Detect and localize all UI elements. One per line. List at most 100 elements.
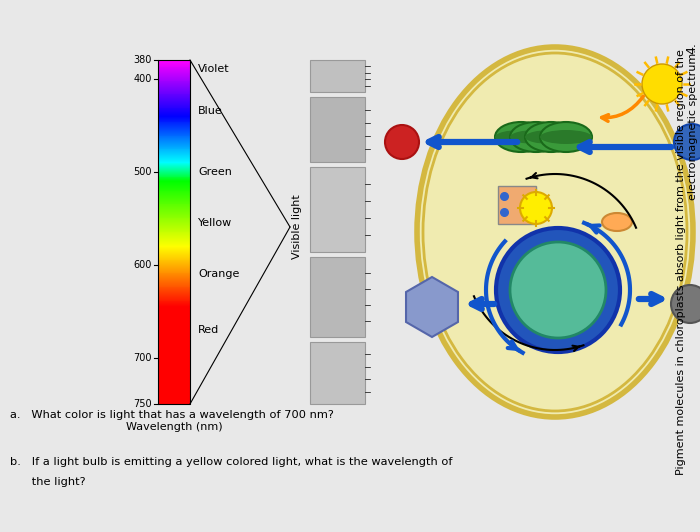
Bar — [158, 369, 190, 370]
Bar — [158, 394, 190, 395]
Bar — [158, 300, 190, 301]
Text: 4.: 4. — [685, 42, 698, 54]
Text: Yellow: Yellow — [198, 218, 232, 228]
Bar — [158, 327, 190, 328]
Bar — [158, 210, 190, 211]
Bar — [158, 250, 190, 251]
Bar — [158, 61, 190, 62]
Bar — [158, 292, 190, 293]
Bar — [158, 195, 190, 196]
Bar — [158, 367, 190, 368]
Bar — [158, 311, 190, 312]
Bar — [158, 244, 190, 245]
Bar — [158, 111, 190, 112]
Bar — [158, 217, 190, 218]
Bar — [158, 163, 190, 164]
Text: Visible light: Visible light — [292, 195, 302, 260]
Bar — [158, 159, 190, 160]
Bar — [158, 223, 190, 224]
Bar — [158, 308, 190, 309]
Bar — [158, 157, 190, 158]
Bar — [158, 393, 190, 394]
Bar — [158, 303, 190, 304]
Bar — [158, 338, 190, 339]
Bar — [158, 146, 190, 147]
Bar — [158, 178, 190, 179]
Bar — [158, 313, 190, 314]
Bar — [158, 127, 190, 128]
Bar — [158, 91, 190, 92]
Bar — [158, 285, 190, 286]
Bar — [158, 139, 190, 140]
Bar — [158, 193, 190, 194]
Bar — [158, 145, 190, 146]
Text: Green: Green — [198, 167, 232, 177]
Ellipse shape — [495, 130, 547, 144]
Bar — [158, 140, 190, 141]
Bar — [158, 160, 190, 161]
Bar — [158, 137, 190, 138]
Bar — [158, 301, 190, 302]
Bar — [158, 360, 190, 361]
Text: b.   If a light bulb is emitting a yellow colored light, what is the wavelength : b. If a light bulb is emitting a yellow … — [10, 457, 452, 467]
Bar — [158, 158, 190, 159]
Bar — [158, 134, 190, 135]
Bar — [158, 215, 190, 217]
Bar — [158, 365, 190, 366]
Bar — [158, 81, 190, 82]
Bar — [158, 381, 190, 383]
Bar — [158, 348, 190, 349]
Bar — [158, 251, 190, 252]
Bar — [158, 273, 190, 275]
Bar — [158, 370, 190, 371]
Bar — [158, 152, 190, 153]
Bar — [310, 167, 365, 252]
Bar — [158, 350, 190, 351]
Bar — [158, 229, 190, 230]
Bar — [158, 213, 190, 214]
Bar — [158, 272, 190, 273]
Bar — [158, 214, 190, 215]
Bar — [158, 122, 190, 123]
Bar — [158, 135, 190, 136]
Ellipse shape — [540, 122, 592, 152]
Bar — [158, 204, 190, 205]
Bar — [158, 326, 190, 327]
Bar — [158, 295, 190, 296]
Bar — [158, 104, 190, 105]
Bar — [158, 90, 190, 91]
Bar — [158, 386, 190, 387]
Bar — [158, 306, 190, 307]
Bar — [158, 246, 190, 247]
Ellipse shape — [525, 122, 577, 152]
Text: 500: 500 — [134, 167, 152, 177]
Bar — [158, 154, 190, 155]
Circle shape — [510, 242, 606, 338]
Bar — [158, 202, 190, 203]
Bar — [158, 119, 190, 120]
Bar — [158, 120, 190, 121]
Bar — [158, 220, 190, 221]
Bar — [158, 172, 190, 173]
Bar — [158, 290, 190, 291]
Bar — [158, 143, 190, 144]
Bar — [158, 267, 190, 268]
Bar — [158, 177, 190, 178]
Bar — [158, 117, 190, 118]
Bar — [158, 224, 190, 225]
Bar — [158, 168, 190, 169]
Text: Wavelength (nm): Wavelength (nm) — [126, 422, 223, 432]
Bar — [158, 380, 190, 381]
Bar — [158, 377, 190, 378]
Bar — [158, 395, 190, 396]
Bar — [158, 85, 190, 86]
Circle shape — [671, 285, 700, 323]
Bar — [158, 255, 190, 256]
Bar — [158, 287, 190, 288]
Bar — [158, 176, 190, 177]
Bar — [158, 264, 190, 265]
Text: Pigment molecules in chloroplasts absorb light from the visible region of the
el: Pigment molecules in chloroplasts absorb… — [676, 49, 698, 475]
Bar — [158, 186, 190, 187]
Bar — [158, 183, 190, 184]
Bar — [158, 77, 190, 78]
